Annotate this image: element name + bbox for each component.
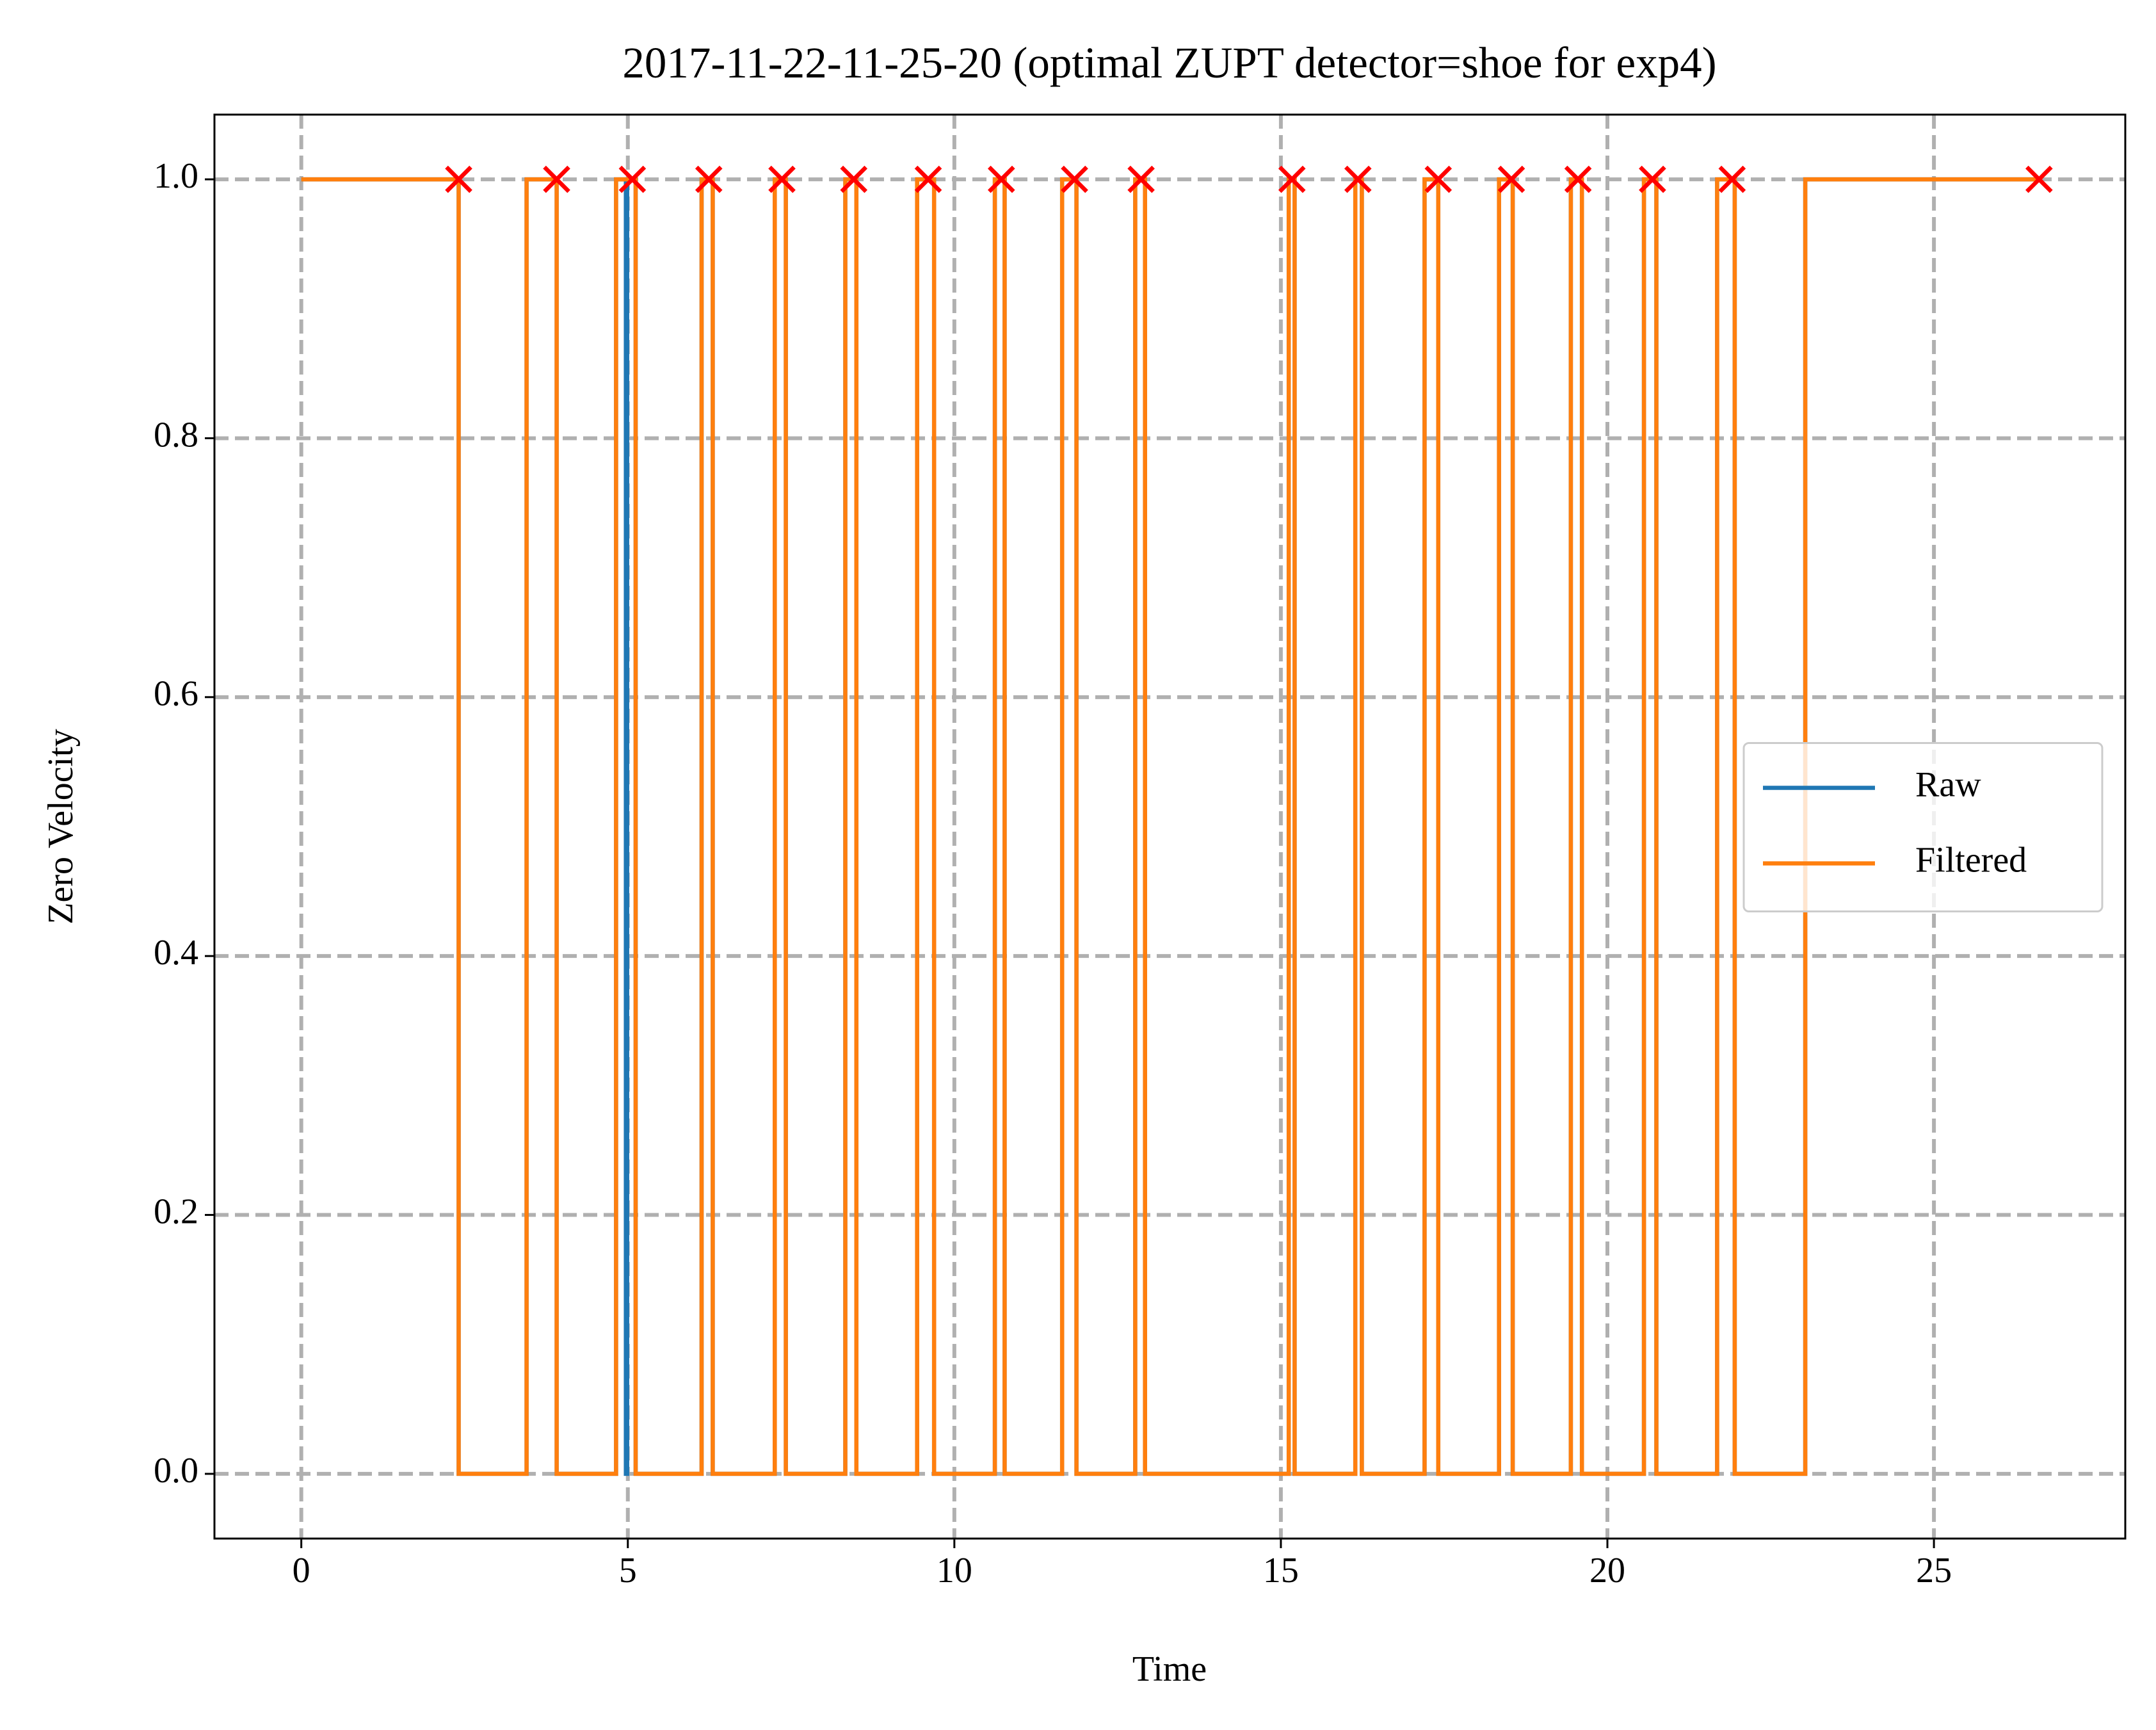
- marker: [618, 165, 647, 193]
- marker: [543, 165, 570, 193]
- marker: [695, 165, 723, 193]
- marker: [914, 165, 942, 193]
- x-tick-label: 15: [1263, 1551, 1299, 1590]
- marker: [1564, 165, 1592, 193]
- x-tick-label: 0: [293, 1551, 310, 1590]
- legend-label: Filtered: [1915, 840, 2027, 880]
- marker: [840, 165, 868, 193]
- x-tick-label: 10: [937, 1551, 972, 1590]
- legend-box: [1742, 742, 2104, 912]
- marker: [1278, 165, 1306, 193]
- x-axis-label: Time: [1132, 1649, 1207, 1689]
- marker: [1639, 165, 1666, 193]
- x-tick-label: 20: [1589, 1551, 1625, 1590]
- y-tick-label: 0.0: [154, 1451, 198, 1491]
- y-axis-label: Zero Velocity: [41, 729, 81, 924]
- y-tick-label: 0.8: [154, 415, 198, 455]
- marker: [1424, 165, 1452, 193]
- marker: [1344, 165, 1372, 193]
- marker: [1127, 165, 1155, 193]
- x-tick-label: 5: [619, 1551, 637, 1590]
- marker: [445, 165, 472, 193]
- y-tick-label: 1.0: [154, 156, 198, 196]
- data-line: [301, 177, 2039, 1476]
- y-tick-label: 0.2: [154, 1192, 198, 1231]
- legend: Raw Filtered: [1742, 742, 2104, 912]
- marker: [1718, 165, 1746, 193]
- marker: [768, 165, 796, 193]
- marker: [988, 165, 1015, 193]
- y-tick-label: 0.4: [154, 933, 198, 973]
- y-tick-label: 0.6: [154, 674, 198, 714]
- plot-frame: [213, 113, 2127, 1540]
- marker: [1061, 165, 1088, 193]
- x-tick-label: 25: [1916, 1551, 1952, 1590]
- marker: [1497, 165, 1525, 193]
- legend-label: Raw: [1915, 764, 1981, 804]
- marker: [2025, 165, 2053, 193]
- chart-title: 2017-11-22-11-25-20 (optimal ZUPT detect…: [622, 38, 1716, 87]
